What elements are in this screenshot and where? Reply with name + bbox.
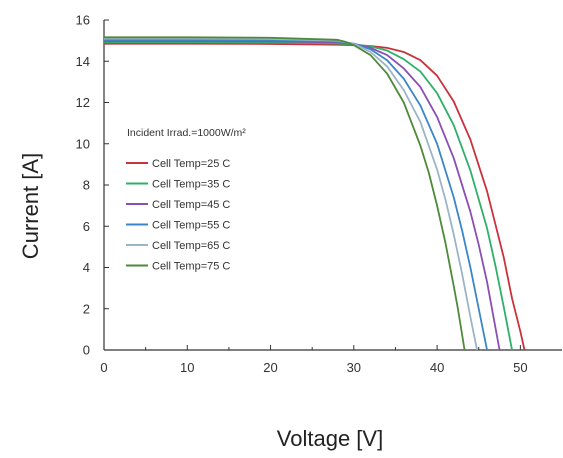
y-tick-label: 0 — [83, 343, 90, 358]
x-tick-label: 30 — [347, 360, 361, 375]
series-line-1 — [104, 42, 526, 351]
y-tick-label: 8 — [83, 178, 90, 193]
series-line-6 — [104, 36, 466, 351]
series-line-4 — [104, 38, 488, 351]
x-tick-label: 0 — [100, 360, 107, 375]
legend-label: Cell Temp=45 C — [152, 199, 230, 211]
x-tick-label: 10 — [180, 360, 194, 375]
annotation-text: Incident Irrad.=1000W/m² — [127, 127, 246, 139]
x-tick-label: 40 — [430, 360, 444, 375]
y-tick-label: 16 — [76, 13, 90, 28]
legend-label: Cell Temp=25 C — [152, 158, 230, 170]
x-axis-title: Voltage [V] — [277, 426, 383, 451]
series-line-3 — [104, 40, 501, 351]
y-axis-title: Current [A] — [18, 153, 43, 259]
y-tick-label: 12 — [76, 95, 90, 110]
y-tick-label: 2 — [83, 301, 90, 316]
axes: 0 2 4 6 8 10 12 14 16 0 10 20 30 40 50 — [76, 13, 562, 375]
legend-label: Cell Temp=35 C — [152, 179, 230, 191]
y-tick-label: 4 — [83, 260, 90, 275]
legend-label: Cell Temp=65 C — [152, 240, 230, 252]
curves — [104, 36, 526, 351]
series-line-5 — [104, 37, 478, 351]
y-tick-label: 6 — [83, 219, 90, 234]
series-line-2 — [104, 41, 513, 351]
legend-label: Cell Temp=55 C — [152, 220, 230, 232]
y-tick-label: 10 — [76, 136, 90, 151]
x-tick-label: 50 — [513, 360, 527, 375]
legend-label: Cell Temp=75 C — [152, 261, 230, 273]
x-tick-label: 20 — [263, 360, 277, 375]
legend: Cell Temp=25 C Cell Temp=35 C Cell Temp=45… — [126, 158, 230, 273]
y-tick-label: 14 — [76, 54, 90, 69]
